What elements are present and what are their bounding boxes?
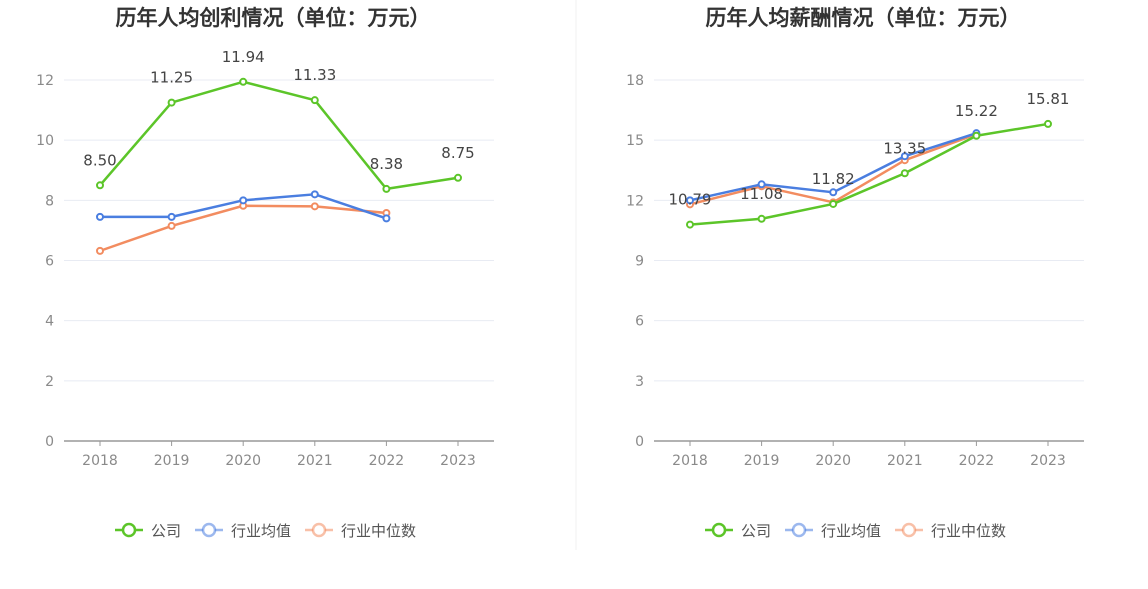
series-line bbox=[99, 204, 387, 253]
data-point bbox=[829, 199, 838, 208]
y-tick-label: 6 bbox=[45, 254, 54, 270]
legend-label[interactable]: 行业均值 bbox=[231, 522, 291, 540]
y-tick-label: 9 bbox=[635, 254, 644, 270]
y-tick-label: 12 bbox=[36, 73, 54, 89]
legend-marker[interactable] bbox=[791, 522, 807, 538]
data-point bbox=[382, 214, 391, 223]
data-point bbox=[1044, 119, 1052, 128]
data-point bbox=[686, 196, 694, 205]
y-tick-label: 15 bbox=[626, 133, 644, 149]
data-point bbox=[829, 188, 838, 197]
x-tick-label: 2020 bbox=[225, 453, 261, 469]
data-point bbox=[96, 212, 104, 221]
data-label: 13.35 bbox=[883, 139, 926, 157]
data-label: 15.22 bbox=[955, 102, 998, 120]
x-tick-label: 2022 bbox=[369, 453, 405, 469]
y-tick-label: 2 bbox=[45, 374, 54, 390]
x-tick-label: 2023 bbox=[1030, 453, 1066, 469]
y-tick-label: 8 bbox=[45, 193, 54, 209]
data-point bbox=[239, 77, 248, 86]
data-point bbox=[167, 212, 176, 221]
legend-marker[interactable] bbox=[121, 522, 137, 538]
data-label: 11.94 bbox=[222, 48, 265, 66]
legend-label[interactable]: 公司 bbox=[151, 522, 181, 540]
legend-label[interactable]: 行业均值 bbox=[821, 522, 881, 540]
y-tick-label: 0 bbox=[45, 434, 54, 450]
data-label: 11.08 bbox=[740, 185, 783, 203]
chart-title: 历年人均创利情况（单位：万元） bbox=[116, 6, 431, 30]
chart-title: 历年人均薪酬情况（单位：万元） bbox=[706, 6, 1021, 30]
x-tick-label: 2023 bbox=[440, 453, 476, 469]
data-label: 11.33 bbox=[293, 66, 336, 84]
x-tick-label: 2018 bbox=[82, 453, 118, 469]
data-label: 8.75 bbox=[441, 144, 474, 162]
data-point bbox=[972, 131, 981, 140]
x-tick-label: 2022 bbox=[959, 453, 995, 469]
data-point bbox=[900, 169, 909, 178]
data-point bbox=[310, 190, 319, 199]
data-point bbox=[96, 181, 104, 190]
legend-label[interactable]: 行业中位数 bbox=[341, 522, 416, 540]
x-tick-label: 2018 bbox=[672, 453, 708, 469]
data-point bbox=[382, 184, 391, 193]
y-tick-label: 0 bbox=[635, 434, 644, 450]
data-point bbox=[96, 246, 104, 255]
y-tick-label: 4 bbox=[45, 314, 54, 330]
data-point bbox=[757, 214, 766, 223]
data-label: 11.25 bbox=[150, 69, 193, 87]
x-tick-label: 2019 bbox=[744, 453, 780, 469]
legend-marker[interactable] bbox=[311, 522, 327, 538]
data-label: 15.81 bbox=[1027, 90, 1070, 108]
data-point bbox=[757, 180, 766, 189]
data-point bbox=[310, 96, 319, 105]
legend-marker[interactable] bbox=[901, 522, 917, 538]
data-point bbox=[686, 220, 694, 229]
data-label: 11.82 bbox=[812, 170, 855, 188]
series-line bbox=[99, 80, 459, 191]
x-tick-label: 2021 bbox=[887, 453, 923, 469]
y-tick-label: 3 bbox=[635, 374, 644, 390]
legend-label[interactable]: 公司 bbox=[741, 522, 771, 540]
data-point bbox=[239, 196, 248, 205]
data-label: 8.38 bbox=[370, 155, 403, 173]
legend-marker[interactable] bbox=[201, 522, 217, 538]
data-point bbox=[310, 202, 319, 211]
y-tick-label: 12 bbox=[626, 193, 644, 209]
legend-label[interactable]: 行业中位数 bbox=[931, 522, 1006, 540]
y-tick-label: 18 bbox=[626, 73, 644, 89]
x-tick-label: 2019 bbox=[154, 453, 190, 469]
legend-marker[interactable] bbox=[711, 522, 727, 538]
data-label: 8.50 bbox=[83, 151, 116, 169]
data-point bbox=[454, 173, 462, 182]
data-point bbox=[167, 221, 176, 230]
x-tick-label: 2021 bbox=[297, 453, 333, 469]
x-tick-label: 2020 bbox=[815, 453, 851, 469]
y-tick-label: 6 bbox=[635, 314, 644, 330]
data-point bbox=[900, 152, 909, 161]
y-tick-label: 10 bbox=[36, 133, 54, 149]
series-line bbox=[689, 122, 1049, 226]
data-point bbox=[167, 98, 176, 107]
data-label: 10.79 bbox=[669, 191, 712, 209]
